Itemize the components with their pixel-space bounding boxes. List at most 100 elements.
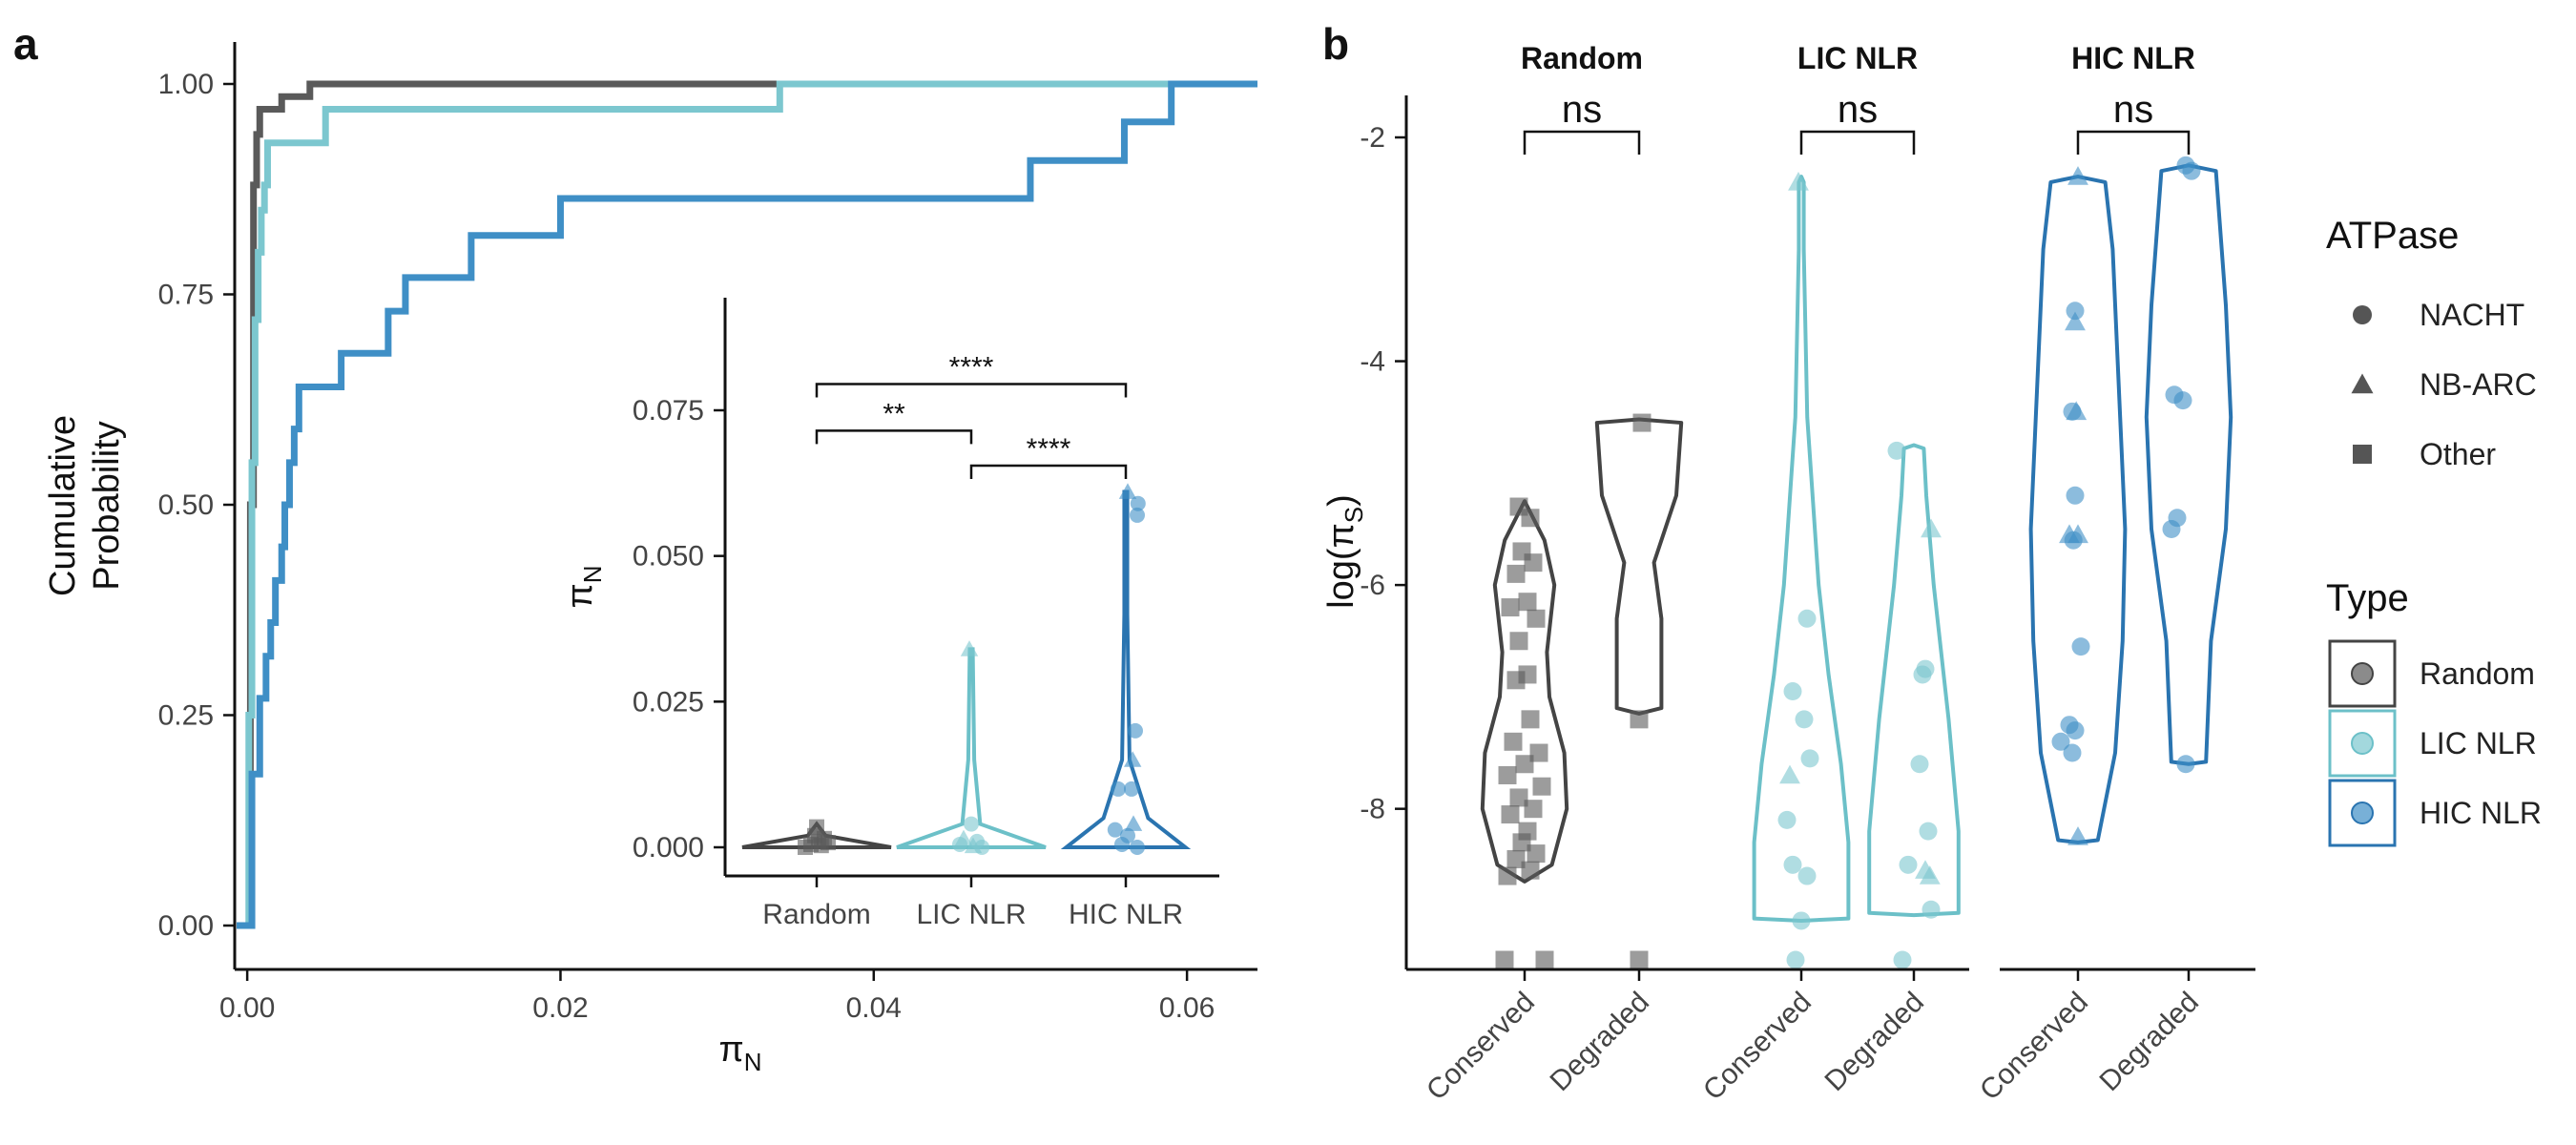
point-random-conserved [1529, 743, 1548, 762]
ecdf-y-tick-label: 0.25 [158, 700, 214, 732]
inset-point-hic-nlr [1130, 840, 1145, 855]
facet-test-label: ns [1838, 89, 1878, 131]
facet-bracket [1799, 130, 1916, 155]
point-hic-nlr-conserved [2064, 531, 2083, 550]
point-lic-nlr-conserved [1788, 171, 1809, 191]
point-hic-nlr-conserved [2066, 486, 2085, 505]
facet-bracket [1523, 130, 1641, 155]
point-hic-nlr-conserved [2066, 302, 2085, 321]
facet-test-label: ns [2113, 89, 2153, 131]
point-lic-nlr-conserved [1795, 710, 1814, 729]
inset-bracket [815, 429, 973, 445]
log-pi-s-y-tick-label: -6 [1360, 570, 1385, 601]
inset-point-hic-nlr [1130, 495, 1146, 511]
point-lic-nlr-degraded [1913, 665, 1932, 684]
point-hic-nlr-conserved [2067, 826, 2088, 845]
facet-hic-nlr: HIC NLR ns Conserved Degraded [1974, 41, 2255, 1107]
legend-type-key [2351, 732, 2374, 755]
inset-y-tick-label: 0.000 [633, 832, 704, 864]
violin-lic-nlr-conserved [1752, 175, 1851, 923]
ecdf-y-title-line2: Probability [87, 421, 127, 590]
inset-point-hic-nlr [1124, 781, 1139, 797]
facet-bracket [2076, 130, 2191, 155]
legend-type-label: LIC NLR [2420, 726, 2537, 760]
inset-x-tick-label: HIC NLR [1069, 899, 1183, 930]
legend-type-key [2351, 662, 2374, 685]
inset-y-ticks: 0.000 0.025 0.050 0.075 [633, 395, 725, 864]
inset-point-hic-nlr [1130, 507, 1145, 523]
facet-x-tick-label: Degraded [1544, 987, 1655, 1098]
violin-hic-nlr-degraded [2144, 163, 2233, 766]
point-lic-nlr-degraded [1921, 518, 1942, 538]
point-random-conserved [1524, 800, 1543, 819]
point-random-conserved [1512, 833, 1531, 852]
point-random-degraded [1632, 413, 1652, 432]
facet-x-tick-label: Conserved [1421, 987, 1541, 1107]
legend-atpase-key-other [2353, 445, 2372, 464]
point-hic-nlr-degraded [2176, 755, 2195, 774]
ecdf-x-title: πN [719, 1030, 762, 1076]
ecdf-x-tick-label: 0.00 [219, 992, 275, 1024]
inset-y-tick-label: 0.075 [633, 395, 704, 427]
point-hic-nlr-degraded [2182, 161, 2201, 180]
ecdf-x-tick-label: 0.02 [532, 992, 588, 1024]
point-random-conserved [1527, 609, 1546, 628]
point-random-conserved [1495, 950, 1514, 969]
inset-point-lic-nlr [960, 640, 979, 656]
facet-x-tick-label: Degraded [1818, 987, 1930, 1098]
ecdf-y-tick-label: 1.00 [158, 69, 214, 100]
inset-point-random [813, 838, 829, 854]
point-random-conserved [1521, 710, 1540, 729]
ecdf-line-random [237, 80, 1257, 929]
point-lic-nlr-degraded [1919, 865, 1941, 885]
ecdf-panel: 0.00 0.02 0.04 0.06 0.00 0.25 0.50 0.75 1.00 πN… [43, 42, 1257, 1076]
legend-atpase-key-nb-arc [2351, 373, 2374, 394]
inset-y-tick-label: 0.025 [633, 686, 704, 718]
legend-type-label: Random [2420, 656, 2535, 691]
point-lic-nlr-conserved [1797, 866, 1817, 885]
ecdf-x-tick-label: 0.04 [846, 992, 902, 1024]
point-hic-nlr-degraded [2173, 391, 2192, 410]
legend-atpase-label: Other [2420, 437, 2496, 471]
inset-y-title: πN [560, 566, 607, 609]
ecdf-line-hic-nlr [237, 80, 1257, 929]
point-random-conserved [1515, 755, 1534, 774]
point-hic-nlr-conserved [2067, 166, 2088, 185]
legend-atpase-label: NB-ARC [2420, 367, 2537, 402]
point-lic-nlr-conserved [1792, 911, 1811, 930]
inset-point-lic-nlr [964, 837, 983, 854]
point-hic-nlr-conserved [2071, 637, 2090, 656]
log-pi-s-y-ticks: -8 -6 -4 -2 [1360, 122, 1406, 825]
inset-bracket [969, 464, 1128, 480]
ecdf-y-tick-label: 0.00 [158, 910, 214, 942]
facet-title: HIC NLR [2071, 41, 2195, 75]
point-lic-nlr-conserved [1786, 950, 1805, 969]
point-random-conserved [1527, 844, 1546, 864]
ecdf-lines [237, 80, 1257, 929]
point-hic-nlr-degraded [2162, 519, 2181, 538]
legend-type-items: Random LIC NLR HIC NLR [2328, 639, 2542, 847]
point-random-conserved [1506, 564, 1526, 583]
facet-title: Random [1521, 41, 1643, 75]
inset-y-tick-label: 0.050 [633, 541, 704, 572]
legend: ATPase NACHT NB-ARC Other Type Random LIC N… [2326, 215, 2542, 847]
point-random-conserved [1509, 788, 1528, 807]
legend-atpase-title: ATPase [2326, 215, 2459, 257]
point-lic-nlr-conserved [1777, 810, 1797, 829]
point-lic-nlr-degraded [1910, 755, 1929, 774]
ecdf-y-ticks: 0.00 0.25 0.50 0.75 1.00 [158, 69, 235, 942]
point-random-conserved [1535, 950, 1554, 969]
violin-lic-nlr-degraded [1867, 443, 1961, 918]
point-lic-nlr-degraded [1893, 950, 1912, 969]
point-lic-nlr-conserved [1783, 682, 1802, 701]
point-random-conserved [1501, 598, 1520, 617]
inset-significance-label: **** [949, 352, 994, 384]
log-pi-s-y-tick-label: -2 [1360, 122, 1385, 154]
point-lic-nlr-conserved [1779, 764, 1800, 784]
point-random-conserved [1524, 553, 1543, 572]
inset-x-tick-label: LIC NLR [916, 899, 1026, 930]
ecdf-y-tick-label: 0.75 [158, 280, 214, 311]
point-lic-nlr-conserved [1800, 749, 1819, 768]
